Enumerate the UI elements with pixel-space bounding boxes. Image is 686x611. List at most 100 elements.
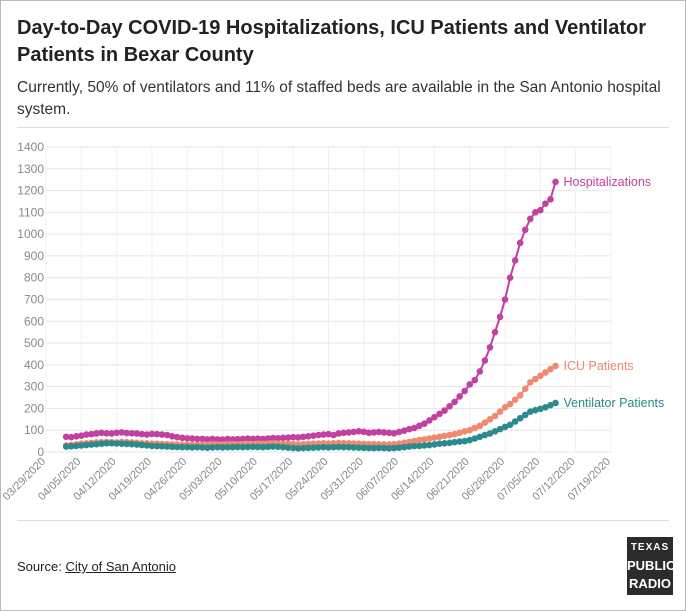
data-point <box>431 413 438 421</box>
data-point <box>400 427 408 434</box>
data-point <box>249 443 257 451</box>
data-point <box>521 411 529 419</box>
data-point <box>537 372 544 380</box>
data-point <box>421 442 428 449</box>
data-point <box>335 443 342 451</box>
data-point <box>395 444 403 451</box>
y-tick-label: 1000 <box>17 227 44 241</box>
y-tick-label: 1300 <box>17 162 44 176</box>
data-point <box>421 436 428 443</box>
data-point <box>426 417 433 424</box>
data-point <box>542 200 549 207</box>
chart-subtitle: Currently, 50% of ventilators and 11% of… <box>17 79 661 118</box>
data-point <box>476 368 484 375</box>
data-point <box>98 440 105 448</box>
data-point <box>320 443 327 451</box>
data-point <box>456 438 463 445</box>
data-point <box>284 444 292 451</box>
data-point <box>138 430 146 438</box>
data-point <box>143 431 151 438</box>
data-point <box>416 422 423 430</box>
data-point <box>310 444 317 451</box>
data-point <box>325 430 332 438</box>
data-point <box>98 429 105 437</box>
data-point <box>244 435 252 442</box>
source-link[interactable]: City of San Antonio <box>65 559 177 574</box>
data-point <box>436 410 443 418</box>
data-point <box>204 444 211 451</box>
data-point <box>476 422 484 430</box>
data-point <box>542 369 549 376</box>
data-point <box>385 429 393 437</box>
y-tick-label: 1400 <box>17 140 44 154</box>
data-point <box>249 435 257 443</box>
data-point <box>481 431 489 439</box>
data-point <box>461 428 469 435</box>
data-point <box>441 432 448 440</box>
data-point <box>486 416 494 423</box>
data-point <box>274 434 282 442</box>
data-point <box>360 428 368 436</box>
data-point <box>188 435 196 442</box>
data-point <box>340 443 347 451</box>
data-point <box>330 431 337 439</box>
data-point <box>481 419 489 426</box>
series-label: Hospitalizations <box>564 175 652 189</box>
data-point <box>294 434 302 441</box>
data-point <box>209 444 216 451</box>
data-point <box>158 443 166 450</box>
data-point <box>446 431 453 439</box>
logo: TEXAS PUBLIC RADIO <box>627 537 675 595</box>
data-point <box>62 443 70 450</box>
data-point <box>471 376 479 384</box>
data-point <box>289 433 297 441</box>
data-point <box>315 431 322 439</box>
data-point <box>93 440 100 448</box>
data-point <box>199 435 206 443</box>
y-tick-label: 800 <box>24 271 44 285</box>
data-point <box>355 444 363 451</box>
series-label: ICU Patients <box>564 359 634 373</box>
data-point <box>501 296 509 303</box>
data-point <box>416 442 423 450</box>
data-point <box>320 431 327 438</box>
data-point <box>108 430 115 437</box>
data-point <box>405 438 413 446</box>
data-point <box>214 443 221 451</box>
data-point <box>118 429 125 436</box>
data-point <box>501 404 509 411</box>
data-point <box>532 375 539 383</box>
data-point <box>279 434 287 442</box>
data-point <box>153 430 161 438</box>
data-point <box>506 421 514 429</box>
divider <box>17 520 669 521</box>
data-point <box>93 430 100 437</box>
data-point <box>491 428 499 435</box>
data-point <box>526 378 534 386</box>
data-point <box>405 443 413 450</box>
data-point <box>380 444 388 452</box>
data-point <box>274 443 282 451</box>
data-point <box>496 408 504 415</box>
y-tick-label: 600 <box>24 314 44 328</box>
data-point <box>481 357 489 364</box>
data-point <box>491 412 499 420</box>
data-point <box>365 444 373 452</box>
data-point <box>143 442 151 449</box>
y-tick-label: 200 <box>24 401 44 415</box>
data-point <box>486 344 494 351</box>
data-point <box>78 432 85 439</box>
y-tick-label: 700 <box>24 293 44 307</box>
data-point <box>264 435 272 442</box>
data-point <box>113 440 120 447</box>
data-point <box>310 432 317 439</box>
data-point <box>173 433 181 441</box>
data-point <box>133 430 141 437</box>
data-point <box>410 437 418 445</box>
data-point <box>547 401 554 409</box>
data-point <box>224 435 231 443</box>
data-point <box>451 398 458 406</box>
data-point <box>113 429 120 437</box>
data-point <box>234 435 241 443</box>
